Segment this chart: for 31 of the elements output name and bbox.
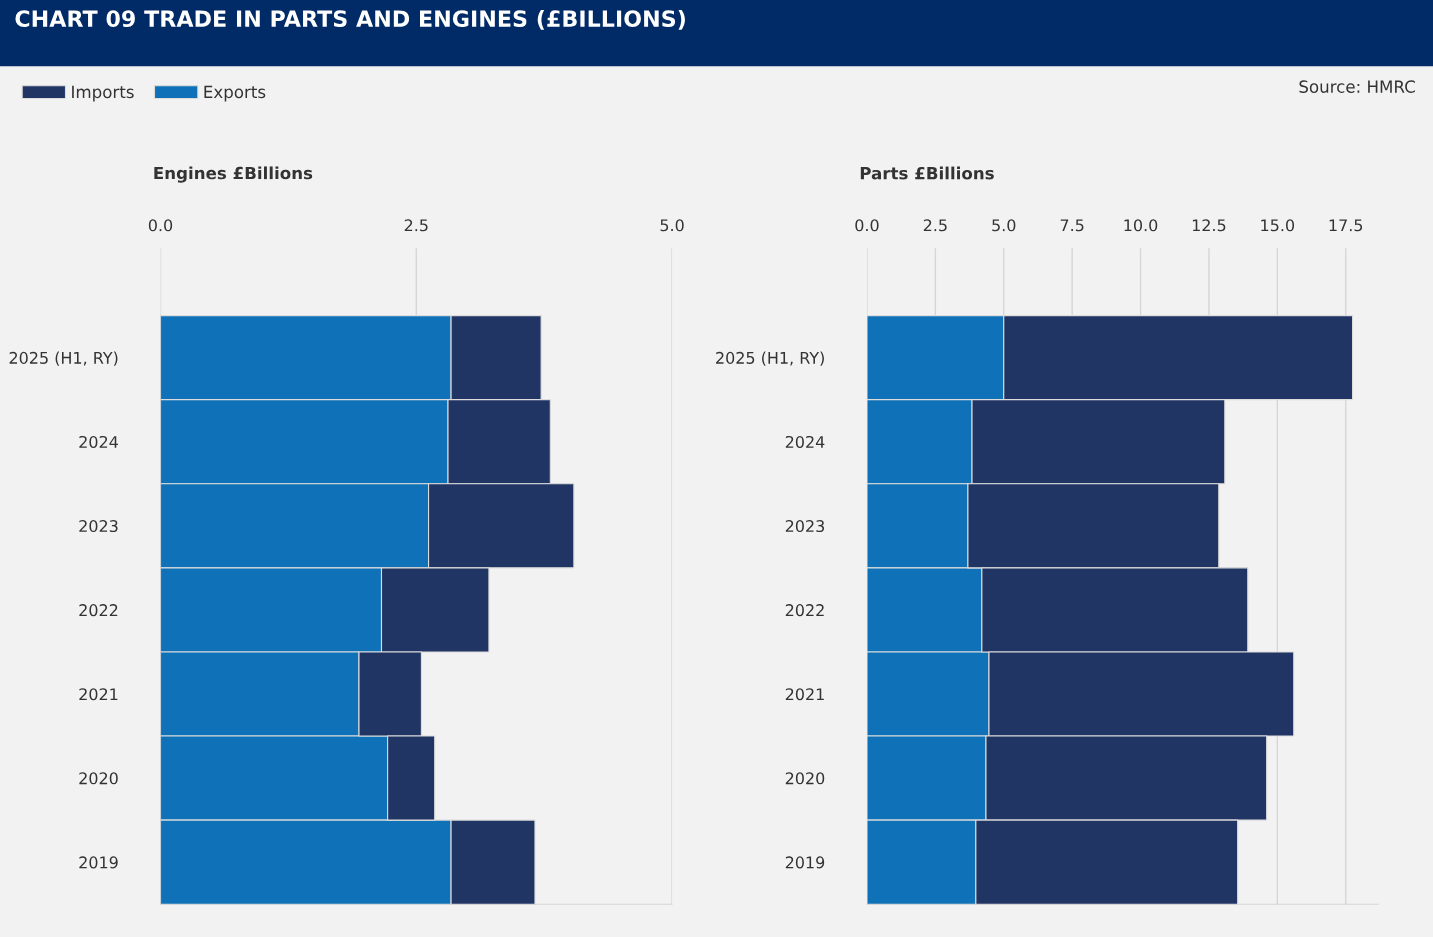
y-tick-label: 2019 bbox=[785, 856, 825, 869]
y-tick-label: 2022 bbox=[79, 604, 118, 617]
x-tick-label: 2.5 bbox=[404, 219, 428, 232]
y-tick-label: 2021 bbox=[785, 688, 824, 701]
x-tick-label: 2.5 bbox=[923, 219, 947, 232]
y-tick-label: 2023 bbox=[785, 520, 825, 533]
x-tick-label: 17.5 bbox=[1329, 219, 1363, 232]
x-tick-label: 12.5 bbox=[1192, 219, 1226, 232]
x-tick-label: 15.0 bbox=[1261, 219, 1295, 232]
x-tick-label: 5.0 bbox=[660, 219, 684, 232]
y-tick-label: 2025 (H1, RY) bbox=[716, 351, 824, 366]
x-tick-label: 10.0 bbox=[1124, 219, 1158, 232]
x-tick-label: 0.0 bbox=[855, 219, 879, 232]
y-tick-label: 2020 bbox=[785, 772, 825, 785]
x-tick-label: 5.0 bbox=[992, 219, 1016, 232]
x-tick-label: 7.5 bbox=[1060, 219, 1084, 232]
x-axis-title: Engines £Billions bbox=[154, 166, 313, 183]
y-tick-label: 2024 bbox=[79, 435, 118, 449]
y-tick-label: 2022 bbox=[785, 604, 824, 617]
y-tick-label: 2020 bbox=[79, 772, 118, 785]
y-tick-label: 2023 bbox=[79, 520, 118, 533]
y-tick-label: 2024 bbox=[785, 435, 825, 449]
y-tick-label: 2021 bbox=[79, 688, 118, 701]
x-axis-title: Parts £Billions bbox=[860, 166, 994, 180]
legend-label: Imports bbox=[72, 85, 134, 102]
x-tick-label: 0.0 bbox=[148, 219, 173, 232]
chart-title: CHART 09 TRADE IN PARTS AND ENGINES (£BILLIONS) bbox=[15, 9, 685, 30]
y-tick-label: 2019 bbox=[79, 856, 118, 869]
y-tick-label: 2025 (H1, RY) bbox=[9, 351, 118, 366]
source-note: Source: HMRC bbox=[1299, 80, 1415, 93]
legend-label: Exports bbox=[204, 85, 266, 102]
